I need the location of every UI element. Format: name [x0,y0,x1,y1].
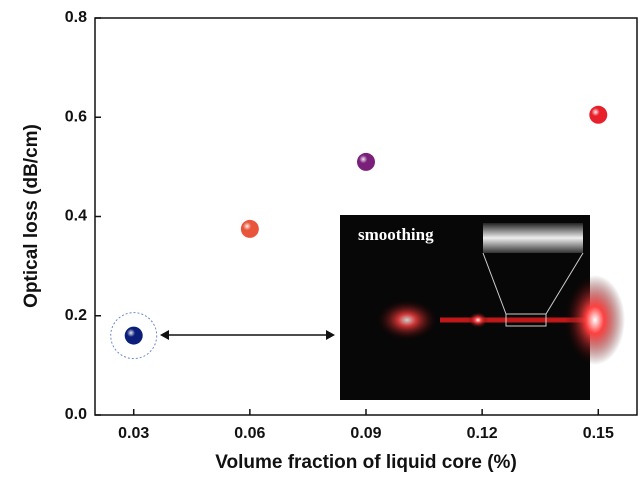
double-arrow [160,330,335,340]
x-tick-label: 0.06 [234,425,265,442]
inset-label: smoothing [358,225,434,244]
point-shine [589,105,608,124]
point-shine [124,326,143,345]
y-tick-label: 0.0 [65,406,87,423]
y-tick-label: 0.8 [65,9,87,26]
highlight-ring [110,312,158,360]
y-axis-title: Optical loss (dB/cm) [21,124,42,308]
x-tick-label: 0.03 [118,425,149,442]
y-tick-label: 0.6 [65,108,87,125]
x-tick-label: 0.15 [583,425,614,442]
y-tick-label: 0.4 [65,208,87,225]
x-tick-label: 0.12 [467,425,498,442]
x-axis-title: Volume fraction of liquid core (%) [215,452,517,473]
x-tick-label: 0.09 [350,425,381,442]
inset-photo: smoothing [340,215,625,400]
y-tick-label: 0.2 [65,307,87,324]
point-shine [357,152,375,171]
point-shine [240,219,259,238]
